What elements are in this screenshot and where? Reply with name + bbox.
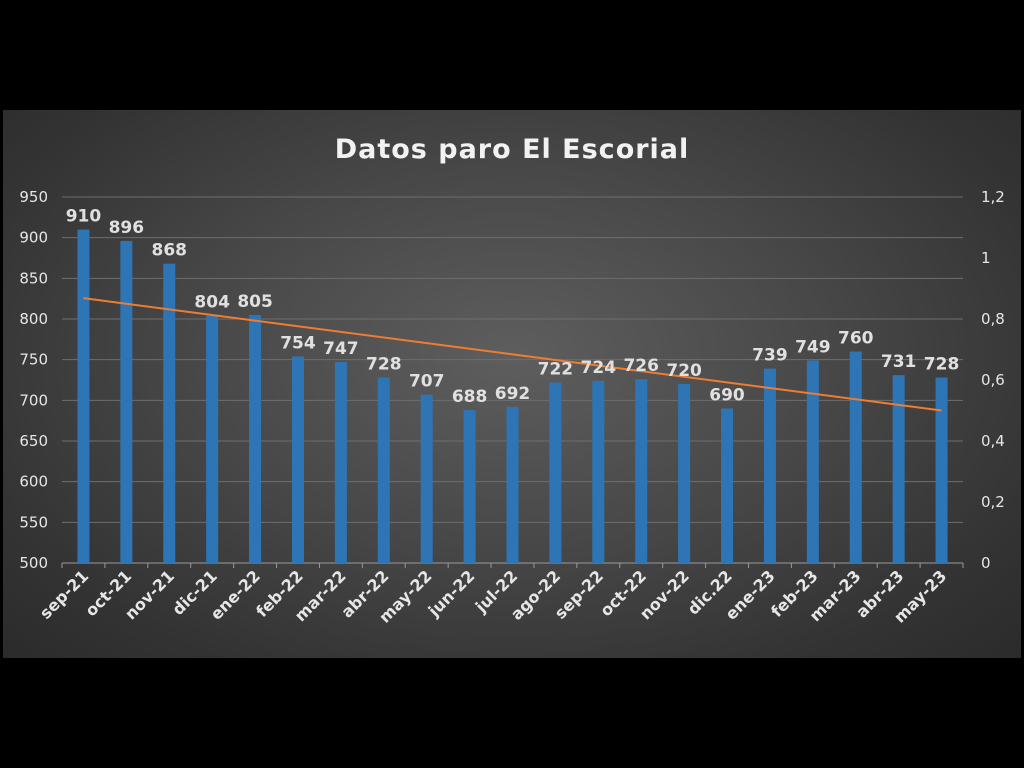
y-tick-label: 850: [19, 269, 48, 287]
bar: [506, 406, 519, 563]
data-label: 747: [323, 339, 359, 359]
data-label: 739: [752, 346, 788, 366]
data-label: 896: [109, 218, 145, 238]
data-label: 722: [538, 359, 574, 379]
data-label: 688: [452, 387, 488, 407]
data-label: 690: [709, 385, 745, 405]
bar: [806, 360, 819, 563]
data-label: 868: [152, 241, 188, 261]
y-tick-label: 600: [19, 473, 48, 491]
bar: [592, 380, 605, 563]
data-label: 720: [666, 361, 702, 381]
data-label: 731: [881, 352, 917, 372]
bar: [377, 377, 390, 563]
bar: [120, 240, 133, 564]
x-tick-label: jun-22: [424, 566, 479, 621]
data-label: 724: [581, 358, 617, 378]
x-tick-label: sep-21: [36, 566, 92, 622]
y-tick-label: 950: [19, 188, 48, 206]
bar: [163, 263, 176, 563]
bar-chart: Datos paro El Escorial 500 550 600 650 700 75…: [19, 134, 1005, 627]
data-label: 728: [924, 355, 960, 375]
bar: [549, 382, 562, 563]
bar: [635, 379, 648, 563]
chart-area: Datos paro El Escorial 500 550 600 650 700 75…: [3, 110, 1021, 658]
y2-tick-label: 0,8: [981, 310, 1005, 328]
data-label: 754: [280, 333, 316, 353]
y-tick-label: 800: [19, 310, 48, 328]
y-tick-label: 750: [19, 351, 48, 369]
bar: [334, 362, 347, 563]
data-label: 692: [495, 384, 531, 404]
bar: [291, 356, 304, 563]
y2-tick-label: 0,2: [981, 493, 1005, 511]
bar: [892, 375, 905, 563]
data-label: 749: [795, 337, 831, 357]
y2-tick-label: 0,6: [981, 371, 1005, 389]
y-tick-label: 700: [19, 391, 48, 409]
bar: [849, 351, 862, 563]
chart-title: Datos paro El Escorial: [335, 134, 690, 165]
data-label: 728: [366, 355, 402, 375]
y2-tick-label: 0: [981, 554, 991, 572]
bar: [249, 314, 262, 563]
bar: [77, 229, 90, 563]
data-label: 910: [66, 207, 102, 227]
bar: [678, 384, 691, 563]
y-tick-label: 650: [19, 432, 48, 450]
bar: [721, 408, 734, 563]
y-tick-label: 500: [19, 554, 48, 572]
data-label: 707: [409, 372, 445, 392]
bar: [463, 410, 476, 563]
data-label: 760: [838, 329, 874, 349]
y2-tick-label: 1,2: [981, 188, 1005, 206]
y2-tick-label: 1: [981, 249, 991, 267]
data-label: 804: [194, 293, 230, 313]
trendline: [83, 297, 942, 412]
y-tick-label: 900: [19, 229, 48, 247]
bar: [935, 377, 948, 563]
y2-tick-label: 0,4: [981, 432, 1005, 450]
bar: [206, 315, 219, 563]
data-label: 726: [623, 356, 659, 376]
y-tick-label: 550: [19, 513, 48, 531]
bar: [763, 368, 776, 563]
data-label: 805: [237, 292, 273, 312]
bar: [420, 394, 433, 563]
